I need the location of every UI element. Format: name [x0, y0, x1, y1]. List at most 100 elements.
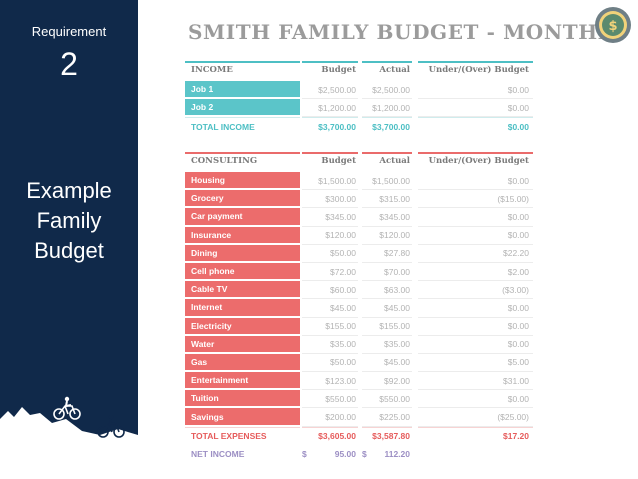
difference-cell: $5.00	[418, 354, 533, 373]
svg-text:$: $	[608, 19, 617, 34]
requirement-number: 2	[60, 46, 78, 82]
expense-item-name: Car payment	[185, 208, 300, 227]
expense-item-name: Housing	[185, 172, 300, 191]
difference-cell: $0.00	[418, 318, 533, 336]
expense-item-name: Cable TV	[185, 281, 300, 300]
total-income-row: TOTAL INCOME $3,700.00 $3,700.00 $0.00	[185, 117, 533, 135]
total-expenses-row: TOTAL EXPENSES $3,605.00 $3,587.80 $17.2…	[185, 426, 533, 445]
expenses-header-row: CONSULTING Budget Actual Under/(Over) Bu…	[185, 152, 533, 172]
expense-item-name: Savings	[185, 408, 300, 427]
budget-cell: $72.00	[302, 263, 358, 282]
difference-cell: $0.00	[418, 117, 533, 135]
expense-item-name: Internet	[185, 299, 300, 318]
expense-item-name: Gas	[185, 353, 300, 373]
actual-column-header: Actual	[362, 61, 412, 81]
income-header-row: INCOME Budget Actual Under/(Over) Budget	[185, 61, 533, 81]
difference-column-header: Under/(Over) Budget	[418, 61, 533, 81]
consulting-section-header: CONSULTING	[185, 152, 300, 172]
difference-cell: $0.00	[418, 208, 533, 227]
income-section-header: INCOME	[185, 61, 300, 81]
cyclist-icon	[97, 414, 125, 438]
currency-symbol: $	[362, 448, 367, 459]
expenses-table: CONSULTING Budget Actual Under/(Over) Bu…	[185, 152, 533, 463]
actual-cell: $1,500.00	[362, 172, 412, 191]
net-income-row: NET INCOME $ 95.00 $ 112.20	[185, 445, 533, 463]
expense-rows: Housing $1,500.00 $1,500.00 $0.00 Grocery $30…	[185, 172, 533, 427]
budget-cell: $3,700.00	[302, 117, 358, 135]
budget-column-header: Budget	[302, 152, 358, 172]
subtitle-line: Budget	[34, 238, 104, 263]
difference-cell: ($15.00)	[418, 190, 533, 209]
actual-cell: $120.00	[362, 227, 412, 245]
difference-cell: $0.00	[418, 336, 533, 354]
difference-cell: ($25.00)	[418, 408, 533, 427]
sidebar-panel: Requirement 2 Example Family Budget	[0, 0, 138, 479]
expense-row: Savings $200.00 $225.00 ($25.00)	[185, 408, 533, 427]
expense-row: Water $35.00 $35.00 $0.00	[185, 335, 533, 354]
slide-subtitle: Example Family Budget	[0, 176, 138, 266]
actual-cell: $45.00	[362, 299, 412, 318]
budget-cell: $200.00	[302, 408, 358, 427]
expense-row: Gas $50.00 $45.00 $5.00	[185, 353, 533, 373]
actual-cell: $92.00	[362, 372, 412, 391]
actual-cell: $315.00	[362, 190, 412, 209]
income-row: Job 2 $1,200.00 $1,200.00 $0.00	[185, 99, 533, 118]
expense-item-name: Insurance	[185, 226, 300, 245]
cyclist-icon	[53, 396, 81, 420]
difference-cell: $0.00	[418, 390, 533, 409]
actual-cell: $345.00	[362, 208, 412, 227]
actual-cell: $550.00	[362, 390, 412, 409]
net-actual-value: 112.20	[384, 448, 410, 459]
income-item-name: Job 1	[185, 81, 300, 100]
difference-cell: $0.00	[418, 299, 533, 318]
actual-cell: $1,200.00	[362, 99, 412, 118]
actual-cell: $3,587.80	[362, 426, 412, 445]
income-row: Job 1 $2,500.00 $2,500.00 $0.00	[185, 81, 533, 100]
budget-cell: $3,605.00	[302, 426, 358, 445]
expense-row: Internet $45.00 $45.00 $0.00	[185, 299, 533, 318]
budget-cell: $123.00	[302, 372, 358, 391]
actual-cell: $3,700.00	[362, 117, 412, 135]
expense-item-name: Electricity	[185, 317, 300, 336]
expense-item-name: Cell phone	[185, 262, 300, 282]
budget-cell: $300.00	[302, 190, 358, 209]
expense-item-name: Dining	[185, 244, 300, 263]
budget-cell: $35.00	[302, 336, 358, 354]
income-item-name: Job 2	[185, 99, 300, 118]
difference-cell: $0.00	[418, 172, 533, 191]
subtitle-line: Example	[26, 178, 112, 203]
net-income-label: NET INCOME	[191, 448, 245, 459]
budget-cell: $45.00	[302, 299, 358, 318]
net-budget-value: 95.00	[334, 448, 356, 459]
difference-cell: $22.20	[418, 245, 533, 263]
income-table: INCOME Budget Actual Under/(Over) Budget…	[185, 61, 533, 136]
dollar-seal-icon: $	[595, 7, 631, 43]
actual-cell: $35.00	[362, 336, 412, 354]
actual-column-header: Actual	[362, 152, 412, 172]
budget-cell: $550.00	[302, 390, 358, 409]
difference-column-header: Under/(Over) Budget	[418, 152, 533, 172]
expense-row: Car payment $345.00 $345.00 $0.00	[185, 208, 533, 227]
difference-cell: $0.00	[418, 81, 533, 100]
actual-cell: $27.80	[362, 245, 412, 263]
budget-cell: $50.00	[302, 354, 358, 373]
budget-cell: $1,200.00	[302, 99, 358, 118]
budget-cell: $155.00	[302, 318, 358, 336]
budget-title: SMITH FAMILY BUDGET - MONTHLY	[188, 20, 626, 44]
expense-item-name: Grocery	[185, 190, 300, 209]
budget-cell: $2,500.00	[302, 81, 358, 100]
difference-cell: ($3.00)	[418, 281, 533, 300]
budget-cell: $60.00	[302, 281, 358, 300]
expense-row: Insurance $120.00 $120.00 $0.00	[185, 226, 533, 245]
total-expenses-label: TOTAL EXPENSES	[185, 426, 300, 445]
budget-cell: $50.00	[302, 245, 358, 263]
actual-cell: $70.00	[362, 263, 412, 282]
difference-cell: $31.00	[418, 372, 533, 391]
actual-cell: $45.00	[362, 354, 412, 373]
actual-cell: $225.00	[362, 408, 412, 427]
actual-cell: $2,500.00	[362, 81, 412, 100]
expense-row: Electricity $155.00 $155.00 $0.00	[185, 317, 533, 336]
difference-cell: $0.00	[418, 227, 533, 245]
difference-cell: $0.00	[418, 99, 533, 118]
budget-column-header: Budget	[302, 61, 358, 81]
